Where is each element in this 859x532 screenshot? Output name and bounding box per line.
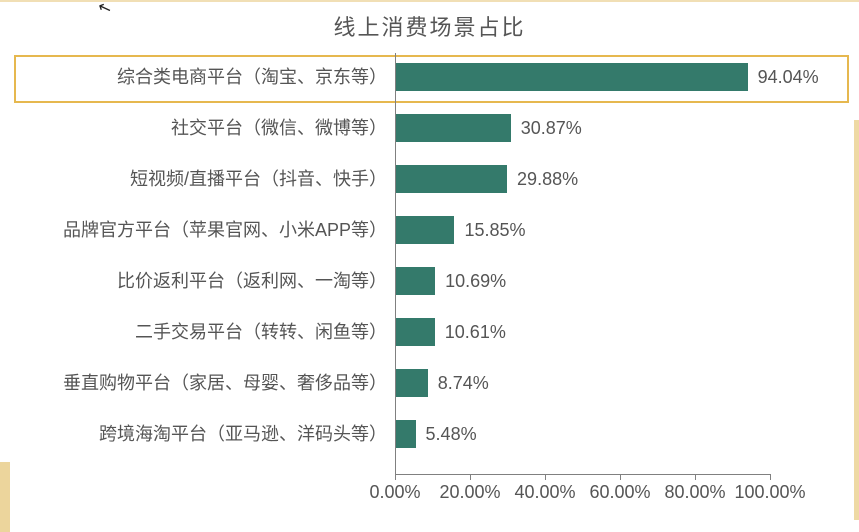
bar <box>395 267 435 295</box>
chart-title: 线上消费场景占比 <box>0 10 859 42</box>
chart-root: 线上消费场景占比综合类电商平台（淘宝、京东等）94.04%社交平台（微信、微博等… <box>0 0 859 532</box>
x-tick-mark <box>770 474 771 480</box>
category-label: 社交平台（微信、微博等） <box>0 114 387 142</box>
bar <box>395 318 435 346</box>
value-label: 5.48% <box>426 420 477 448</box>
frame-accent-bottom-left <box>0 462 10 532</box>
value-label: 8.74% <box>438 369 489 397</box>
y-axis-line <box>395 53 396 474</box>
value-label: 15.85% <box>464 216 525 244</box>
x-axis-line <box>395 474 770 475</box>
x-tick-label: 60.00% <box>589 482 650 503</box>
frame-accent-right <box>854 120 859 520</box>
x-tick-mark <box>620 474 621 480</box>
value-label: 10.69% <box>445 267 506 295</box>
x-tick-label: 20.00% <box>439 482 500 503</box>
highlight-row-box <box>14 55 849 103</box>
bar <box>395 369 428 397</box>
category-label: 垂直购物平台（家居、母婴、奢侈品等） <box>0 360 387 406</box>
x-tick-label: 0.00% <box>369 482 420 503</box>
bar <box>395 114 511 142</box>
category-label: 品牌官方平台（苹果官网、小米APP等） <box>0 207 387 253</box>
category-label: 比价返利平台（返利网、一淘等） <box>0 267 387 295</box>
x-tick-mark <box>545 474 546 480</box>
x-tick-label: 100.00% <box>734 482 805 503</box>
category-label: 二手交易平台（转转、闲鱼等） <box>0 318 387 346</box>
bar <box>395 216 454 244</box>
category-label: 跨境海淘平台（亚马逊、洋码头等） <box>0 420 387 448</box>
bar <box>395 420 416 448</box>
x-tick-label: 80.00% <box>664 482 725 503</box>
x-tick-mark <box>695 474 696 480</box>
bar <box>395 165 507 193</box>
frame-border-top <box>0 0 859 2</box>
category-label: 短视频/直播平台（抖音、快手） <box>0 165 387 193</box>
x-tick-mark <box>470 474 471 480</box>
x-tick-mark <box>395 474 396 480</box>
value-label: 10.61% <box>445 318 506 346</box>
value-label: 29.88% <box>517 165 578 193</box>
x-tick-label: 40.00% <box>514 482 575 503</box>
value-label: 30.87% <box>521 114 582 142</box>
